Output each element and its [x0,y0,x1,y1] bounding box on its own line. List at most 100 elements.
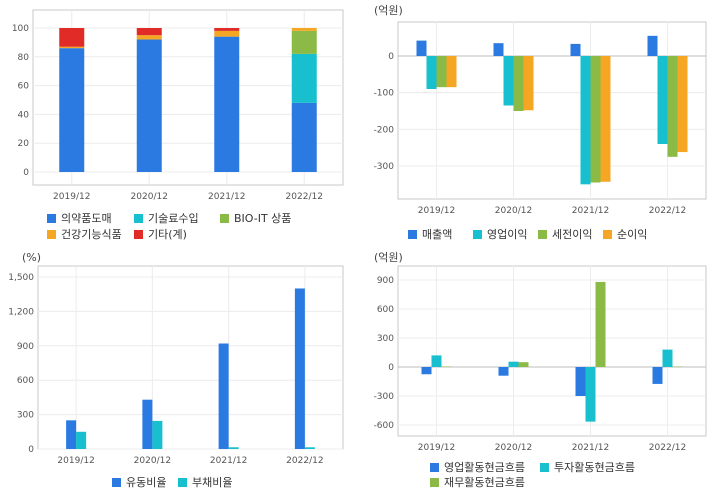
x-tick-label: 2020/12 [495,443,532,453]
bar [570,43,581,56]
legend-swatch [540,463,549,472]
y-tick-label: -300 [374,162,395,172]
bar [431,355,442,367]
y-tick-label: 600 [377,305,394,315]
legend-label: 순이익 [617,228,647,241]
legend-label: 유동비율 [126,476,166,489]
x-tick-label: 2022/12 [286,456,323,466]
bar [652,367,663,384]
bar [575,367,586,396]
legend-label: 세전이익 [552,228,592,241]
y-tick-label: -600 [374,421,395,431]
chart-2-unit: (억원) [374,4,403,17]
x-tick-label: 2020/12 [131,192,168,202]
x-tick-label: 2019/12 [418,443,455,453]
bar-segment [291,102,317,172]
y-tick-label: 0 [28,445,34,455]
legend-swatch [47,214,56,223]
y-tick-label: 300 [377,334,394,344]
bar [152,420,163,449]
x-tick-label: 2021/12 [210,456,247,466]
x-tick-label: 2021/12 [572,443,609,453]
y-tick-label: 1,500 [8,273,34,283]
bar [436,56,447,88]
bar [304,447,315,449]
y-tick-label: 600 [17,376,34,386]
bar [421,367,432,375]
legend-swatch [603,230,612,239]
bar [580,56,591,185]
x-tick-label: 2019/12 [53,192,90,202]
x-tick-label: 2020/12 [134,456,171,466]
legend-swatch [134,230,143,239]
legend-label: 의약품도매 [61,211,112,225]
legend-label: 투자활동현금흐름 [554,460,635,474]
bar [441,366,452,368]
bar [66,420,77,449]
legend-label: 기타(계) [148,228,187,241]
legend-swatch [178,478,187,487]
bar-segment [136,28,162,36]
legend-label: 영업이익 [487,228,527,241]
legend-label: 매출액 [422,228,452,241]
x-tick-label: 2022/12 [649,206,686,216]
bar [416,40,427,56]
chart-2-plot-frame [397,21,707,200]
legend-label: 부채비율 [192,476,232,489]
legend-label: BIO-IT 상품 [234,212,291,225]
bar [142,399,153,449]
bar [662,349,673,367]
chart-4-plot-frame [397,265,707,437]
bar [657,56,668,144]
legend-swatch [430,478,439,487]
y-tick-label: 0 [388,363,394,373]
bar-segment [136,35,162,40]
bar [667,56,678,157]
bar [426,56,437,89]
y-tick-label: 900 [377,276,394,286]
chart-1-legend: 의약품도매 기술료수입 BIO-IT 상품 건강기능식품 기타(계) [47,211,291,241]
x-tick-label: 2021/12 [572,206,609,216]
bar [600,56,611,182]
legend-label: 재무활동현금흐름 [444,475,525,489]
bar-segment [291,30,317,54]
y-tick-label: 100 [12,24,29,34]
bar [493,43,504,56]
bar-segment [214,28,240,31]
chart-ratios: (%) 0 300 600 900 1,200 1,500 2019/12 2020/12 20… [8,251,344,466]
y-tick-label: 20 [18,139,30,149]
y-tick-label: -100 [374,89,395,99]
y-tick-label: -300 [374,392,395,402]
bar-segment [291,28,317,31]
legend-swatch [134,214,143,223]
chart-3-unit: (%) [22,251,41,264]
bar-segment [136,39,162,172]
bar [595,281,606,367]
bar-segment [214,30,240,37]
bar-segment [59,48,85,172]
chart-cashflow: (억원) 900 600 300 0 -300 -600 2019/12 2020/12 202… [374,251,707,453]
bar [590,56,601,183]
bar [508,361,519,367]
y-tick-label: 40 [18,110,30,120]
bar [294,288,305,449]
bar-segment [59,46,85,49]
x-tick-label: 2019/12 [418,206,455,216]
y-tick-label: 0 [388,52,394,62]
legend-swatch [220,214,229,223]
chart-4-legend: 영업활동현금흐름 투자활동현금흐름 재무활동현금흐름 [430,460,635,489]
legend-label: 건강기능식품 [61,228,122,241]
bar [523,56,534,111]
bar [76,431,87,449]
x-tick-label: 2022/12 [286,192,323,202]
bar [518,362,529,367]
bar-segment [214,36,240,172]
chart-4-unit: (억원) [374,251,403,264]
y-tick-label: 900 [17,342,34,352]
bar [513,56,524,111]
y-tick-label: 300 [17,411,34,421]
bar [677,56,688,153]
bar [585,367,596,422]
legend-swatch [538,230,547,239]
y-tick-label: -200 [374,125,395,135]
